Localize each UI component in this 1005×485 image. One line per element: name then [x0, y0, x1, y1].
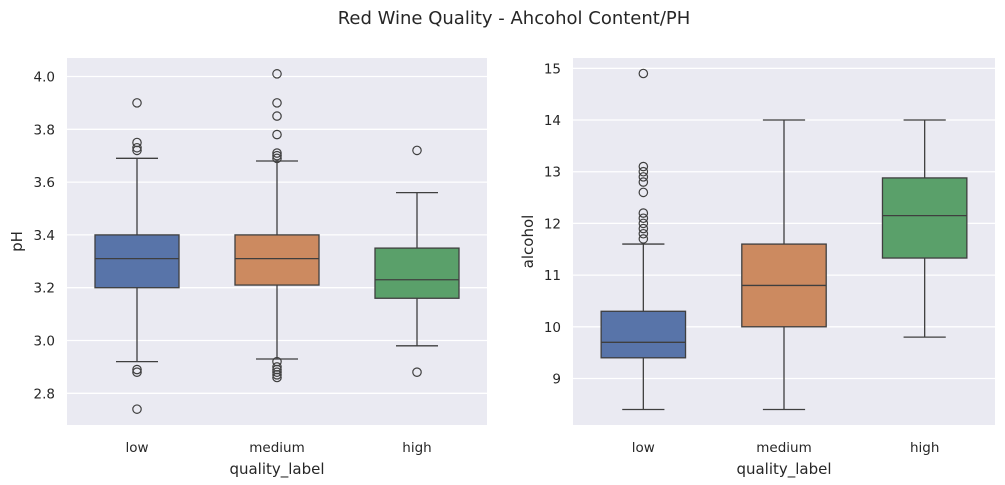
- outlier-point: [638, 228, 649, 239]
- y-tick-label: 3.2: [34, 281, 55, 297]
- figure-title: Red Wine Quality - Ahcohol Content/PH: [338, 8, 691, 29]
- y-tick-label: 3.4: [34, 228, 55, 244]
- iqr-box: [600, 310, 687, 359]
- outlier-point: [132, 367, 142, 377]
- outlier-point: [272, 111, 282, 121]
- outlier-point: [272, 129, 282, 140]
- ph-boxplot: 2.8 3.0 3.2 3.4 3.6 3.8 4.0 low medium high qualit…: [8, 58, 487, 479]
- outlier-point: [272, 98, 282, 108]
- outlier-point: [272, 356, 282, 367]
- x-tick-label: high: [402, 440, 431, 456]
- box-high: [374, 145, 460, 377]
- outlier-point: [412, 367, 422, 377]
- outlier-point: [638, 161, 649, 172]
- x-tick-label: low: [632, 440, 655, 456]
- y-tick-label: 2.8: [34, 386, 55, 402]
- outlier-point: [272, 150, 282, 161]
- x-tick-label: high: [910, 440, 939, 456]
- box-low: [94, 98, 180, 414]
- x-axis-label: quality_label: [736, 460, 831, 479]
- y-tick-label: 10: [544, 320, 561, 336]
- box-medium: [741, 119, 827, 411]
- outlier-point: [132, 404, 142, 414]
- outlier-point: [638, 208, 649, 218]
- outlier-point: [638, 213, 649, 224]
- iqr-box: [94, 234, 180, 289]
- box-medium: [234, 69, 320, 383]
- x-axis-label: quality_label: [229, 460, 324, 479]
- outlier-point: [638, 166, 649, 177]
- y-tick-label: 3.0: [34, 334, 55, 350]
- outlier-point: [638, 187, 649, 198]
- alcohol-boxplot: 9 10 11 12 13 14 15 low medium high quality_label a…: [519, 58, 995, 479]
- outlier-point: [638, 68, 649, 79]
- y-tick-label: 12: [544, 216, 561, 232]
- outlier-point: [638, 172, 649, 182]
- outlier-point: [132, 364, 142, 375]
- iqr-box: [374, 247, 460, 299]
- y-tick-label: 3.8: [34, 122, 55, 138]
- outlier-point: [272, 362, 282, 372]
- y-axis-label: pH: [8, 231, 26, 252]
- outlier-point: [638, 177, 649, 187]
- y-tick-label: 3.6: [34, 175, 55, 191]
- outlier-point: [272, 148, 282, 158]
- box-high: [881, 119, 968, 338]
- x-tick-label: medium: [249, 440, 304, 456]
- iqr-box: [234, 234, 320, 286]
- outlier-point: [272, 69, 282, 79]
- y-tick-label: 9: [552, 371, 561, 387]
- x-tick-label: low: [125, 440, 148, 456]
- y-tick-label: 11: [544, 268, 561, 284]
- outlier-point: [132, 137, 142, 148]
- y-tick-label: 14: [544, 113, 561, 129]
- outlier-point: [132, 98, 142, 108]
- outlier-point: [412, 145, 422, 156]
- outlier-point: [272, 367, 282, 377]
- outlier-point: [638, 234, 649, 244]
- box-low: [600, 68, 687, 411]
- outlier-point: [638, 223, 649, 234]
- outlier-point: [272, 153, 282, 164]
- outlier-point: [132, 142, 142, 153]
- y-tick-label: 4.0: [34, 69, 55, 85]
- y-tick-label: 15: [544, 61, 561, 77]
- outlier-point: [638, 218, 649, 229]
- y-axis-label: alcohol: [519, 215, 537, 269]
- y-tick-label: 13: [544, 165, 561, 181]
- x-tick-label: medium: [756, 440, 811, 456]
- iqr-box: [881, 177, 968, 259]
